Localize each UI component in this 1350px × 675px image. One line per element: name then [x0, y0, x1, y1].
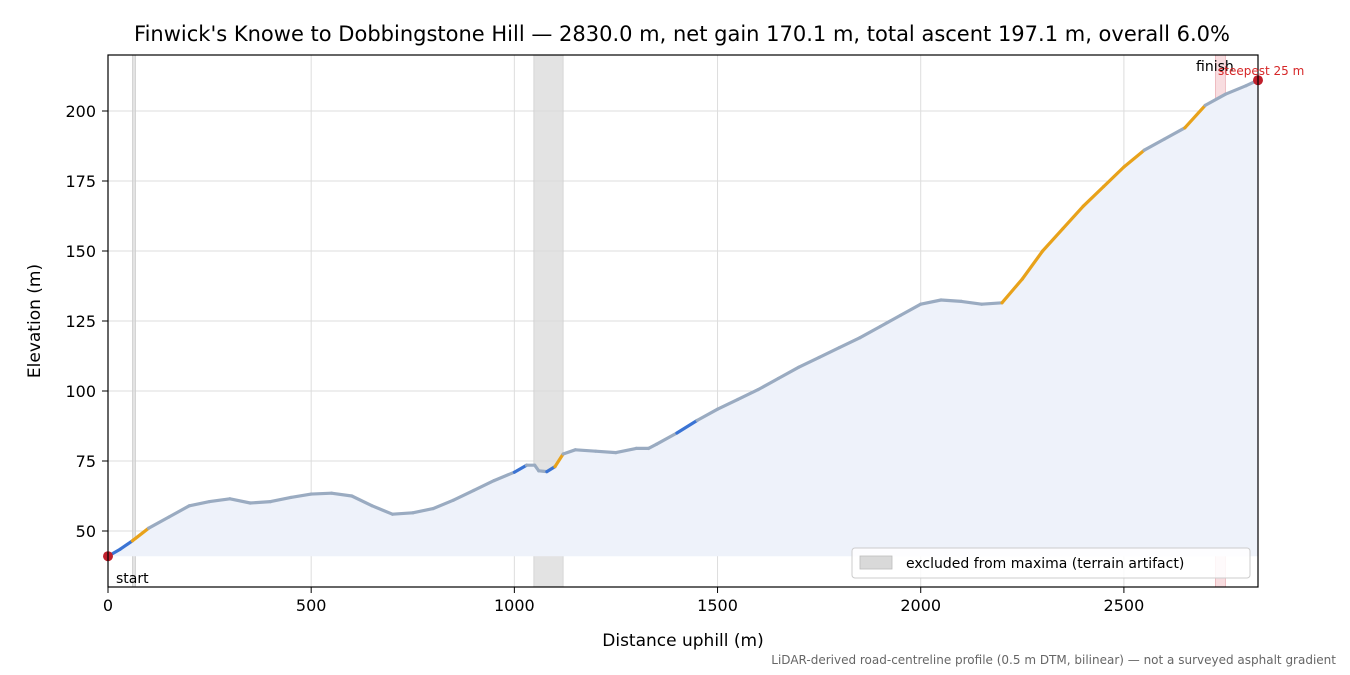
x-tick-label: 500: [296, 596, 327, 615]
series-segment: [1162, 126, 1187, 141]
series-segment: [898, 302, 923, 317]
series-segment: [289, 492, 313, 499]
y-tick-label: 150: [65, 242, 96, 261]
x-tick-label: 0: [103, 596, 113, 615]
y-tick-label: 175: [65, 172, 96, 191]
x-tick-label: 1000: [494, 596, 535, 615]
legend-box: [851, 547, 1251, 579]
series-segment: [1183, 103, 1207, 130]
series-segment: [837, 336, 862, 350]
x-axis-ticks: 0 500 1000 1500 2000 2500: [103, 587, 1144, 615]
legend-swatch: [859, 555, 893, 570]
x-axis-label: Distance uphill (m): [602, 631, 763, 651]
x-tick-label: 2000: [900, 596, 941, 615]
series-segment: [1122, 148, 1146, 169]
series-segment: [472, 479, 496, 492]
excluded-band: [132, 54, 136, 588]
series-segment: [228, 497, 252, 505]
series-segment: [1203, 92, 1228, 108]
series-segment: [1081, 185, 1106, 208]
x-tick-label: 2500: [1104, 596, 1145, 615]
series-segment: [147, 515, 171, 530]
series-segment: [715, 397, 740, 411]
y-axis-ticks: 50 75 100 125 150 175 200: [65, 102, 108, 541]
series-segment: [390, 511, 415, 516]
series-segment: [130, 526, 151, 543]
series-segment: [451, 488, 476, 502]
series-segment: [959, 299, 984, 306]
series-segment: [756, 376, 781, 392]
series-segment: [207, 497, 232, 504]
series-segment: [817, 346, 842, 359]
x-tick-label: 1500: [697, 596, 738, 615]
series-segment: [411, 507, 435, 515]
finish-annotation: finish: [1196, 59, 1234, 75]
y-tick-label: 200: [65, 102, 96, 121]
series-segment: [695, 407, 720, 422]
series-segment: [561, 448, 577, 456]
footnote: LiDAR-derived road-centreline profile (0…: [771, 653, 1336, 667]
series-segment: [919, 298, 943, 306]
series-segment: [248, 500, 273, 505]
series-segment: [492, 470, 516, 483]
series-segment: [980, 301, 1004, 306]
series-segment: [1142, 137, 1167, 152]
series-segment: [309, 491, 334, 496]
series-segment: [776, 365, 801, 380]
legend-label: excluded from maxima (terrain artifact): [906, 556, 1184, 572]
y-axis-label: Elevation (m): [25, 264, 45, 378]
series-segment: [1000, 277, 1024, 305]
series-segment: [797, 355, 821, 369]
series-segment: [736, 388, 760, 401]
series-segment: [370, 504, 395, 516]
series-segment: [1101, 165, 1126, 189]
chart-title: Finwick's Knowe to Dobbingstone Hill — 2…: [134, 22, 1230, 46]
series-segment: [594, 449, 618, 455]
series-segment: [512, 463, 529, 474]
elevation-area-fill: [108, 80, 1258, 557]
series-segment: [858, 325, 882, 340]
series-segment: [878, 313, 903, 329]
series-segment: [329, 491, 354, 498]
series-segment: [350, 494, 374, 508]
series-segment: [431, 498, 456, 511]
series-segment: [939, 298, 963, 303]
series-segment: [1061, 204, 1085, 231]
y-tick-label: 125: [65, 312, 96, 331]
series-segment: [614, 446, 638, 455]
series-segment: [573, 448, 598, 453]
series-segment: [654, 431, 679, 446]
series-segment: [268, 495, 293, 504]
start-annotation: start: [116, 571, 149, 587]
series-segment: [1223, 84, 1248, 96]
series-segment: [118, 539, 134, 551]
steepest-annotation: steepest 25 m: [1218, 64, 1304, 78]
series-segment: [1041, 227, 1065, 253]
y-tick-label: 100: [65, 382, 96, 401]
y-tick-label: 50: [76, 522, 96, 541]
series-segment: [553, 452, 565, 469]
legend: excluded from maxima (terrain artifact): [851, 547, 1251, 579]
series-segment: [675, 418, 699, 435]
y-tick-label: 75: [76, 452, 96, 471]
series-segment: [1020, 249, 1045, 281]
series-segment: [187, 500, 212, 508]
series-segment: [167, 504, 191, 519]
